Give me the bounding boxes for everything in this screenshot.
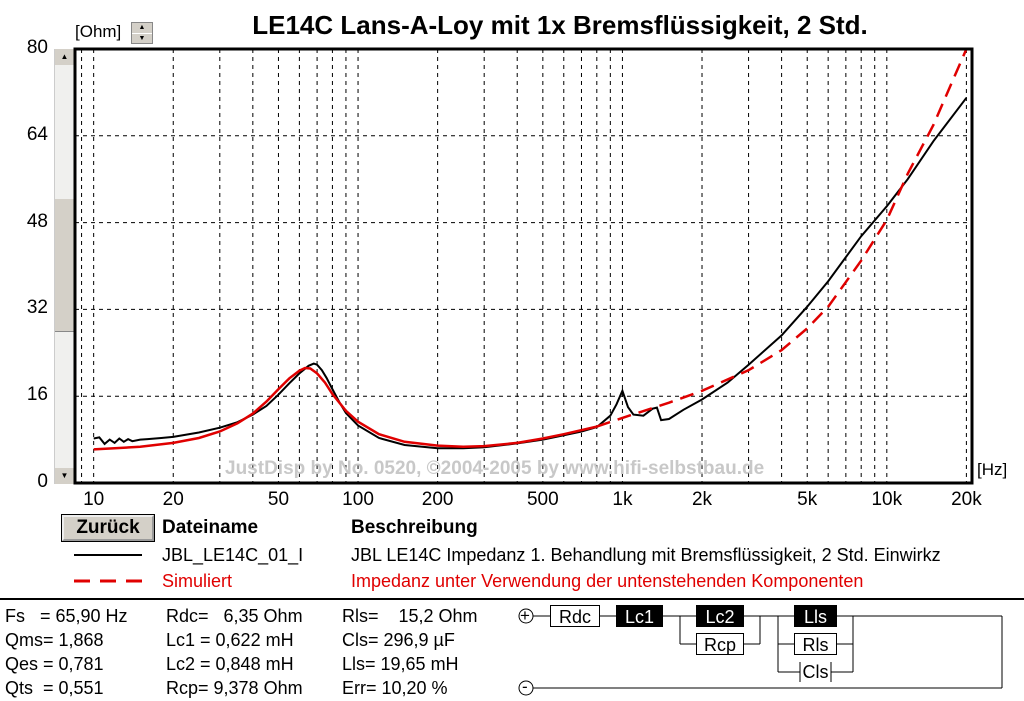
y-tick-label: 48	[26, 210, 48, 232]
x-tick-label: 10	[83, 489, 105, 510]
y-tick-label: 64	[26, 123, 48, 145]
watermark: JustDisp by No. 0520, ©2004-2005 by www.…	[225, 458, 765, 479]
x-tick-label: 500	[526, 489, 559, 510]
param-rls: Rls= 15,2 Ohm	[342, 606, 478, 626]
legend-header-desc: Beschreibung	[351, 517, 478, 538]
minus-terminal-icon: -	[522, 677, 528, 696]
param-cls: Cls= 296,9 µF	[342, 630, 455, 650]
series-line-measured	[93, 97, 968, 450]
spin-up-icon[interactable]: ▲	[132, 23, 152, 34]
param-err: Err= 10,20 %	[342, 678, 448, 698]
x-tick-label: 200	[421, 489, 454, 510]
scroll-up-icon[interactable]: ▲	[55, 49, 74, 65]
param-rdc: Rdc= 6,35 Ohm	[166, 606, 303, 626]
param-fs: Fs = 65,90 Hz	[5, 606, 128, 626]
component-cls: Cls	[802, 662, 829, 682]
component-lls: Lls	[794, 605, 837, 627]
series-line-simulated-dashed	[596, 48, 968, 428]
spin-down-icon[interactable]: ▼	[132, 34, 152, 45]
scrollbar-thumb[interactable]	[55, 199, 74, 332]
x-tick-label: 2k	[691, 489, 713, 510]
component-rls: Rls	[794, 633, 837, 655]
x-tick-label: 10k	[871, 489, 903, 510]
x-tick-label: 1k	[612, 489, 633, 510]
component-lc1: Lc1	[616, 605, 663, 627]
series-group	[93, 48, 968, 451]
x-tick-label: 50	[267, 489, 290, 510]
y-unit-spinner[interactable]: ▲ ▼	[131, 22, 153, 45]
y-tick-label: 16	[26, 384, 48, 406]
y-tick-label: 80	[26, 37, 48, 58]
y-scrollbar[interactable]: ▲ ▼	[54, 49, 74, 484]
scroll-down-icon[interactable]: ▼	[55, 468, 74, 484]
legend-desc-0: JBL LE14C Impedanz 1. Behandlung mit Bre…	[351, 545, 941, 565]
y-axis-unit: [Ohm]	[75, 22, 122, 41]
grid	[75, 49, 972, 483]
y-tick-label: 32	[26, 297, 48, 319]
param-lc2: Lc2 = 0,848 mH	[166, 654, 294, 674]
back-button[interactable]: Zurück	[61, 514, 155, 542]
y-tick-label: 0	[37, 471, 48, 492]
x-tick-label: 100	[342, 489, 374, 510]
component-rdc: Rdc	[550, 605, 600, 627]
legend-file-0: JBL_LE14C_01_I	[162, 545, 304, 565]
legend-swatches	[74, 554, 142, 583]
param-qes: Qes = 0,781	[5, 654, 104, 674]
legend-file-1: Simuliert	[162, 571, 233, 591]
x-tick-label: 20	[162, 489, 184, 510]
separator	[0, 598, 1024, 600]
chart-title: LE14C Lans-A-Loy mit 1x Bremsflüssigkeit…	[252, 10, 868, 40]
component-lc2: Lc2	[696, 605, 744, 627]
series-line-simulated	[93, 366, 598, 451]
plus-terminal-icon: +	[520, 606, 530, 625]
param-lc1: Lc1 = 0,622 mH	[166, 630, 294, 650]
x-tick-label: 20k	[951, 489, 982, 510]
legend-header-file: Dateiname	[162, 517, 259, 538]
component-rcp: Rcp	[696, 633, 744, 655]
circuit-wires	[518, 608, 1003, 696]
param-qts: Qts = 0,551	[5, 678, 104, 698]
x-tick-label: 5k	[797, 489, 818, 510]
param-qms: Qms= 1,868	[5, 630, 104, 650]
legend-desc-1: Impedanz unter Verwendung der untenstehe…	[351, 571, 864, 591]
param-lls: Lls= 19,65 mH	[342, 654, 459, 674]
x-axis-unit: [Hz]	[977, 460, 1008, 479]
param-rcp: Rcp= 9,378 Ohm	[166, 678, 303, 698]
plot-frame	[73, 47, 974, 485]
impedance-chart	[73, 47, 974, 485]
